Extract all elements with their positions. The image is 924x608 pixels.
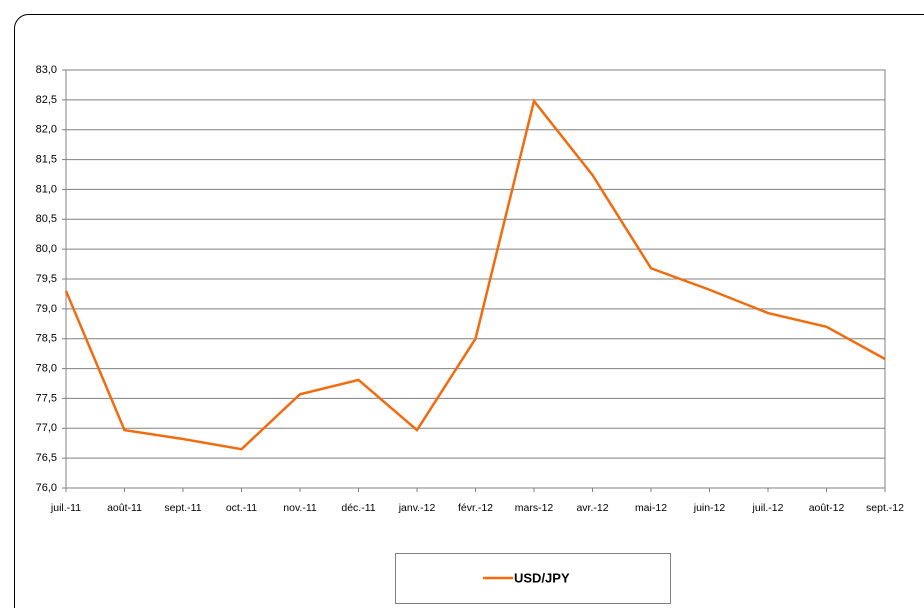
legend-box: [395, 553, 671, 604]
y-tick-label: 76,5: [36, 452, 57, 464]
y-tick-label: 79,0: [36, 303, 57, 315]
y-tick-label: 80,5: [36, 213, 57, 225]
x-tick-label: déc.-11: [341, 502, 375, 514]
y-tick-label: 81,5: [36, 153, 57, 165]
x-tick-label: juin-12: [693, 502, 726, 514]
y-tick-label: 77,0: [36, 422, 57, 434]
x-tick-label: août-12: [809, 502, 845, 514]
x-tick-label: août-11: [107, 502, 142, 514]
x-tick-label: avr.-12: [576, 502, 608, 514]
y-tick-label: 76,0: [36, 482, 57, 494]
x-tick-label: juil.-12: [752, 502, 784, 514]
x-tick-label: mars-12: [515, 502, 554, 514]
y-tick-label: 82,5: [36, 94, 57, 106]
x-tick-label: juil.-11: [50, 502, 81, 514]
x-tick-label: févr.-12: [458, 502, 493, 514]
y-tick-label: 83,0: [36, 64, 57, 76]
legend-label: USD/JPY: [514, 570, 570, 585]
y-tick-label: 80,0: [36, 243, 57, 255]
y-tick-label: 81,0: [36, 183, 57, 195]
y-tick-label: 78,5: [36, 333, 57, 345]
x-tick-label: sept.-12: [866, 502, 904, 514]
data-line: [64, 98, 886, 451]
y-tick-label: 79,5: [36, 273, 57, 285]
x-tick-label: mai-12: [635, 502, 667, 514]
x-tick-label: janv.-12: [398, 502, 436, 514]
y-tick-label: 78,0: [36, 362, 57, 374]
x-tick-label: oct.-11: [226, 502, 257, 514]
x-tick-label: sept.-11: [164, 502, 201, 514]
x-tick-label: nov.-11: [283, 502, 317, 514]
y-tick-label: 82,0: [36, 124, 57, 136]
y-tick-label: 77,5: [36, 392, 57, 404]
